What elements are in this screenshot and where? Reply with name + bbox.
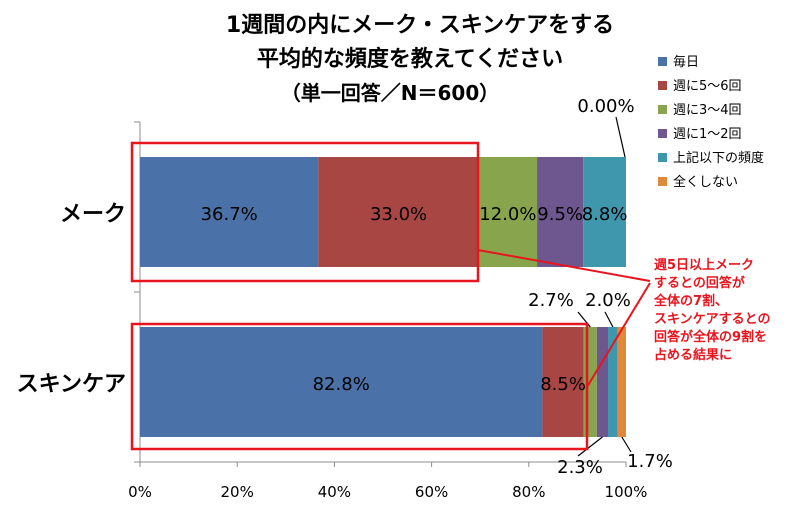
callout-label: 2.0%	[585, 290, 631, 311]
bar-value-label: 8.8%	[582, 204, 628, 225]
x-tick-label: 80%	[512, 483, 545, 501]
legend-swatch	[658, 129, 667, 138]
legend-swatch	[658, 57, 667, 66]
annotation-text: 週5日以上メーク	[654, 258, 754, 273]
legend-label: 上記以下の頻度	[673, 150, 764, 166]
annotation-text: スキンケアするとの	[654, 312, 770, 327]
legend-label: 週に3～4回	[673, 103, 742, 118]
bar-value-label: 9.5%	[537, 204, 583, 225]
x-tick-label: 20%	[221, 483, 254, 501]
bar-segment	[318, 157, 479, 267]
legend-swatch	[658, 105, 667, 114]
bar-segment	[542, 327, 584, 437]
chart-title: 1週間の内にメーク・スキンケアをする 平均的な頻度を教えてください （単一回答／…	[226, 13, 614, 105]
callout-label: 2.3%	[557, 457, 603, 478]
callout-label: 2.7%	[528, 290, 574, 311]
annotation: 週5日以上メークするとの回答が全体の7割、スキンケアするとの回答が全体の9割を占…	[130, 141, 770, 451]
x-tick-label: 100%	[605, 483, 648, 501]
title-line-3: （単一回答／N＝600）	[281, 81, 500, 105]
legend-label: 週に5～6回	[673, 79, 742, 94]
title-line-1: 1週間の内にメーク・スキンケアをする	[226, 13, 614, 38]
annotation-text: 回答が全体の9割を	[654, 329, 767, 345]
legend-label: 全くしない	[673, 174, 738, 190]
bar-segment	[583, 157, 626, 267]
bar-segment	[478, 157, 538, 267]
callout-leader	[621, 436, 632, 453]
category-label: メーク	[60, 202, 126, 227]
bar-segment	[608, 327, 618, 437]
bar-segment	[140, 327, 543, 437]
data-labels: 36.7% 33.0% 12.0% 9.5%8.8% 82.8% 8.5%	[201, 204, 628, 395]
bar-segment	[596, 327, 609, 437]
x-tick-label: 0%	[128, 483, 152, 501]
legend-swatch	[658, 153, 667, 162]
callout-leader	[577, 436, 603, 457]
bar-segment	[617, 327, 626, 437]
legend-swatch	[658, 81, 667, 90]
legend-label: 週に1～2回	[673, 127, 742, 142]
x-tick-label: 40%	[318, 483, 351, 501]
title-line-2: 平均的な頻度を教えてください	[257, 46, 563, 72]
legend-swatch	[658, 177, 667, 186]
category-label: スキンケア	[17, 372, 126, 397]
x-tick-label: 60%	[415, 483, 448, 501]
bar-segment	[537, 157, 584, 267]
bar-segment	[140, 157, 319, 267]
annotation-leader	[586, 282, 651, 388]
callout-labels: 0.00% 2.7% 2.0% 2.3% 1.7%	[528, 96, 673, 478]
annotation-text: するとの回答が	[654, 275, 745, 291]
annotation-text: 全体の7割、	[653, 293, 728, 309]
bar-value-label: 12.0%	[479, 204, 536, 225]
bar-value-label: 36.7%	[201, 204, 258, 225]
bars	[140, 157, 626, 437]
bar-value-label: 33.0%	[370, 204, 427, 225]
callout-leader	[604, 311, 614, 328]
annotation-leader	[477, 249, 651, 282]
legend-label: 毎日	[673, 54, 699, 70]
bar-value-label: 8.5%	[540, 374, 586, 395]
highlight-box-make	[130, 141, 480, 283]
callout-label: 0.00%	[577, 96, 634, 117]
bar-value-label: 82.8%	[313, 374, 370, 395]
annotation-text: 占める結果に	[654, 347, 732, 363]
callout-leader	[615, 116, 626, 158]
callout-label: 1.7%	[627, 451, 673, 472]
